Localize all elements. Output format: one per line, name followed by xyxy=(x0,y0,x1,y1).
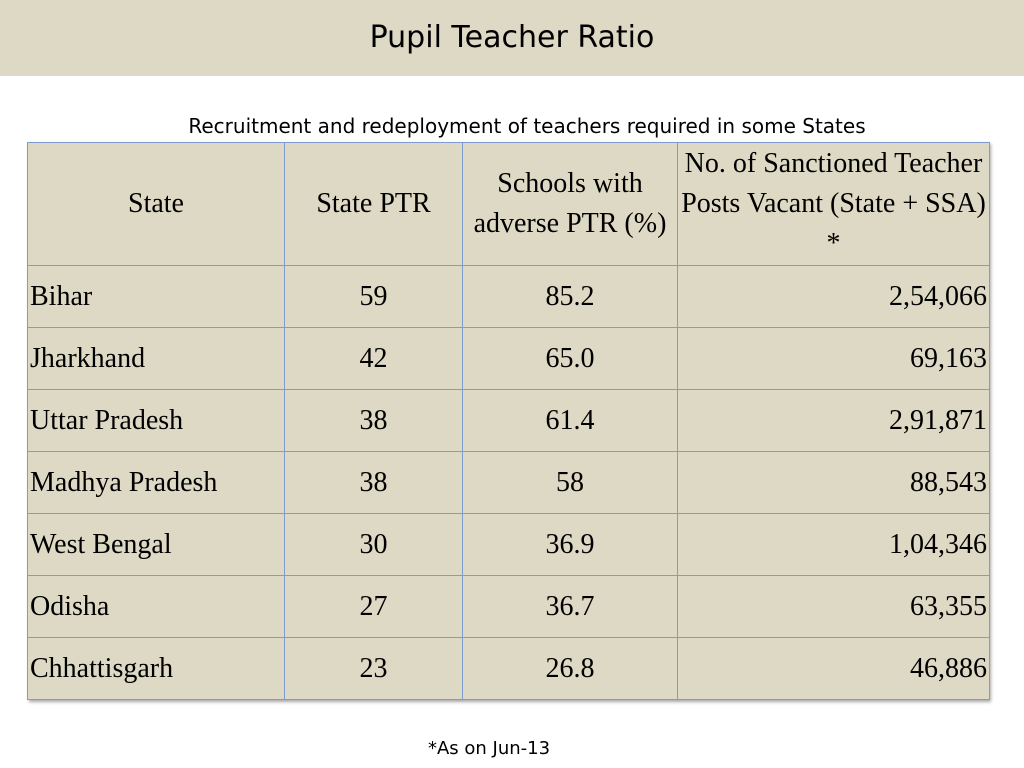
cell-vacant-posts: 2,54,066 xyxy=(677,265,990,328)
cell-state: Chhattisgarh xyxy=(27,637,285,700)
cell-state: Jharkhand xyxy=(27,327,285,390)
cell-adverse-ptr: 65.0 xyxy=(462,327,678,390)
table-row: Jharkhand 42 65.0 69,163 xyxy=(27,327,990,390)
cell-state-ptr: 38 xyxy=(284,451,463,514)
cell-vacant-posts: 88,543 xyxy=(677,451,990,514)
cell-state: Madhya Pradesh xyxy=(27,451,285,514)
header-state-ptr: State PTR xyxy=(284,142,463,266)
cell-vacant-posts: 1,04,346 xyxy=(677,513,990,576)
table-row: Odisha 27 36.7 63,355 xyxy=(27,575,990,638)
cell-vacant-posts: 69,163 xyxy=(677,327,990,390)
table-row: Madhya Pradesh 38 58 88,543 xyxy=(27,451,990,514)
cell-vacant-posts: 2,91,871 xyxy=(677,389,990,452)
cell-adverse-ptr: 36.7 xyxy=(462,575,678,638)
cell-state-ptr: 38 xyxy=(284,389,463,452)
cell-state: Uttar Pradesh xyxy=(27,389,285,452)
cell-state-ptr: 27 xyxy=(284,575,463,638)
cell-vacant-posts: 63,355 xyxy=(677,575,990,638)
cell-state-ptr: 59 xyxy=(284,265,463,328)
table-row: Chhattisgarh 23 26.8 46,886 xyxy=(27,637,990,700)
cell-state: Odisha xyxy=(27,575,285,638)
table-caption: Recruitment and redeployment of teachers… xyxy=(188,114,866,138)
header-adverse-ptr: Schools with adverse PTR (%) xyxy=(462,142,678,266)
table-header-row: State State PTR Schools with adverse PTR… xyxy=(27,142,990,266)
cell-state-ptr: 23 xyxy=(284,637,463,700)
title-band xyxy=(0,0,1024,76)
cell-adverse-ptr: 85.2 xyxy=(462,265,678,328)
cell-state-ptr: 30 xyxy=(284,513,463,576)
cell-adverse-ptr: 26.8 xyxy=(462,637,678,700)
cell-state: West Bengal xyxy=(27,513,285,576)
ptr-table-container: State State PTR Schools with adverse PTR… xyxy=(27,142,990,700)
cell-adverse-ptr: 58 xyxy=(462,451,678,514)
table-row: West Bengal 30 36.9 1,04,346 xyxy=(27,513,990,576)
table-row: Uttar Pradesh 38 61.4 2,91,871 xyxy=(27,389,990,452)
ptr-table: State State PTR Schools with adverse PTR… xyxy=(27,142,990,700)
header-vacant-posts: No. of Sanctioned Teacher Posts Vacant (… xyxy=(677,142,990,266)
cell-adverse-ptr: 61.4 xyxy=(462,389,678,452)
table-row: Bihar 59 85.2 2,54,066 xyxy=(27,265,990,328)
cell-adverse-ptr: 36.9 xyxy=(462,513,678,576)
header-state: State xyxy=(27,142,285,266)
cell-vacant-posts: 46,886 xyxy=(677,637,990,700)
cell-state-ptr: 42 xyxy=(284,327,463,390)
cell-state: Bihar xyxy=(27,265,285,328)
page-title: Pupil Teacher Ratio xyxy=(369,20,655,55)
footnote: *As on Jun-13 xyxy=(427,738,551,759)
